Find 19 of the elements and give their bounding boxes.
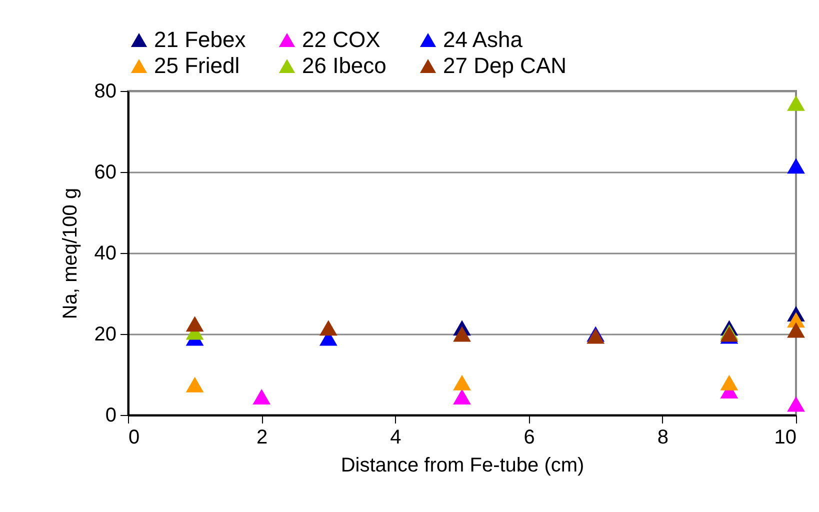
x-tick-label: 0 [128,426,140,448]
x-tick-label: 2 [256,426,268,448]
x-axis-title: Distance from Fe-tube (cm) [340,454,584,476]
x-tick-label: 4 [390,426,402,448]
legend-label: 24 Asha [443,27,524,52]
y-tick-label: 0 [105,404,116,426]
x-tick-label: 8 [657,426,668,448]
x-tick-label: 6 [524,426,535,448]
y-tick-label: 40 [94,242,116,264]
legend-label: 21 Febex [154,27,246,52]
legend-label: 22 COX [302,27,381,52]
legend-label: 26 Ibeco [302,53,386,78]
x-tick-label: 10 [774,426,796,448]
y-tick-label: 60 [94,162,116,184]
y-axis-title: Na, meq/100 g [59,188,82,320]
legend-label: 27 Dep CAN [443,53,567,78]
y-tick-label: 20 [94,324,116,346]
y-tick-label: 80 [94,80,116,102]
legend-label: 25 Friedl [154,53,240,78]
